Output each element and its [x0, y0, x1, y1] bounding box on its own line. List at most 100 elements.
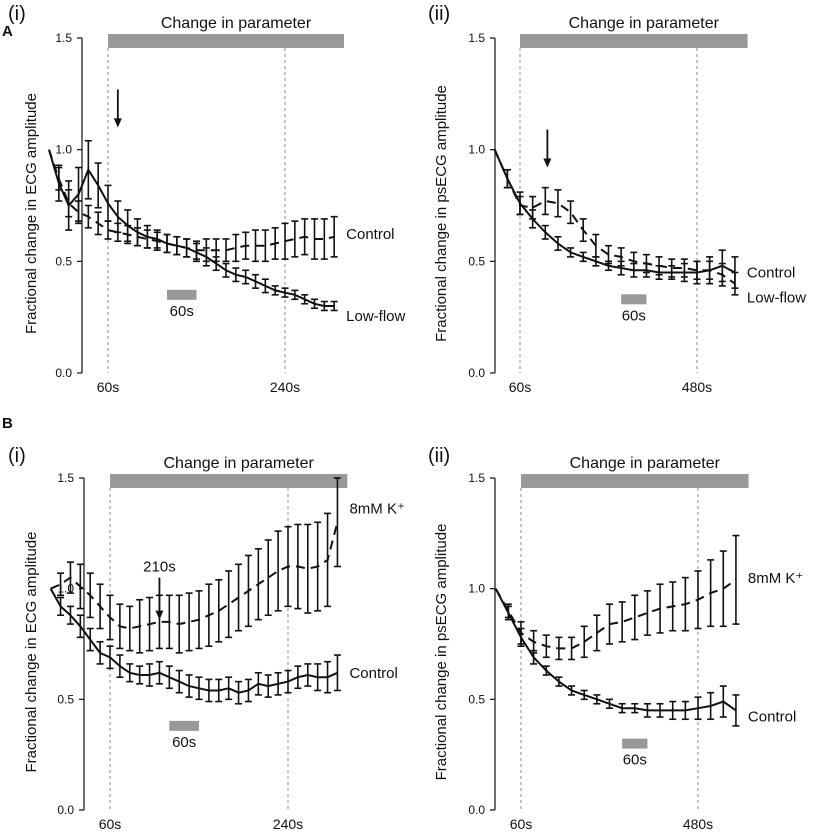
error-bar	[235, 680, 243, 705]
error-bar	[252, 229, 259, 263]
error-bar	[96, 640, 104, 665]
error-bar	[205, 678, 213, 703]
error-bar	[193, 242, 200, 263]
error-bar	[261, 278, 269, 294]
chart-title: Change in parameter	[569, 15, 720, 32]
error-bar	[143, 224, 151, 249]
error-bar	[669, 700, 677, 721]
error-bar	[261, 229, 269, 263]
y-tick-label: 1.5	[57, 471, 74, 485]
error-bar	[732, 534, 740, 625]
error-bar	[242, 231, 250, 260]
error-bar	[86, 627, 94, 652]
error-bar	[244, 554, 252, 628]
error-bar	[706, 260, 714, 281]
error-bar	[96, 583, 104, 630]
error-bar	[579, 251, 587, 263]
error-bar	[693, 260, 701, 281]
scale-bar-label: 60s	[623, 752, 647, 769]
error-bar	[593, 694, 601, 705]
error-bar	[136, 665, 144, 685]
error-bar	[155, 660, 163, 685]
chart-title: Change in parameter	[164, 455, 315, 472]
parameter-bar	[108, 34, 344, 48]
error-bar	[232, 233, 240, 263]
error-bar	[314, 521, 322, 612]
scale-bar-label: 60s	[170, 303, 194, 320]
error-bar	[541, 186, 549, 216]
error-bar	[126, 663, 134, 683]
series-line-1	[48, 149, 335, 307]
error-bar	[304, 663, 312, 687]
error-bar	[568, 685, 576, 696]
scale-bar	[621, 294, 647, 305]
error-bar	[643, 590, 651, 636]
y-tick-label: 0.5	[57, 692, 74, 706]
error-bar	[146, 663, 154, 687]
error-bar	[732, 694, 740, 727]
error-bar	[212, 256, 220, 272]
error-bar	[631, 702, 639, 714]
y-tick-label: 0.5	[468, 692, 485, 706]
arrow-head-icon	[113, 118, 122, 128]
y-axis-label: Fractional change in psECG amplitude	[433, 524, 450, 781]
error-bar	[642, 253, 650, 274]
error-bar	[333, 654, 341, 692]
error-bar	[163, 233, 171, 254]
scale-bar	[622, 738, 648, 749]
error-bar	[542, 634, 550, 659]
series-label: 8mM K⁺	[748, 570, 803, 587]
series-label: 8mM K⁺	[349, 500, 404, 517]
y-axis-label: Fractional change in ECG amplitude	[23, 532, 40, 773]
error-bar	[65, 180, 73, 231]
panel-a-i: (i) Change in parameter 0.0 0.5 1.0 1.5 Fracti…	[8, 3, 406, 395]
error-bar	[94, 211, 102, 236]
error-bar	[504, 603, 512, 619]
error-bar	[165, 594, 173, 650]
y-tick-label: 1.5	[468, 31, 485, 45]
error-bar	[195, 676, 203, 701]
error-bar	[281, 287, 289, 298]
error-bar	[606, 698, 613, 709]
error-bar	[215, 678, 223, 703]
error-bar	[503, 168, 511, 189]
error-bar	[66, 605, 74, 625]
error-bar	[254, 548, 262, 621]
error-bar	[542, 665, 550, 676]
error-bar	[719, 685, 727, 718]
error-bar	[281, 222, 289, 260]
series-label: Control	[349, 665, 397, 682]
y-tick-label: 0.0	[55, 366, 72, 380]
y-tick-label: 1.5	[55, 31, 72, 45]
series-label: Control	[747, 265, 795, 282]
scale-bar-label: 60s	[172, 734, 196, 751]
y-tick-label: 0.0	[57, 803, 74, 817]
panel-label: (ii)	[428, 3, 450, 25]
error-bar	[222, 262, 230, 278]
error-bar	[291, 289, 299, 301]
error-bar	[631, 594, 639, 641]
error-bar	[215, 579, 223, 643]
error-bar	[630, 251, 638, 272]
error-bar	[225, 676, 233, 701]
series-label: Low-flow	[346, 308, 405, 325]
error-bar	[284, 525, 292, 608]
error-bar	[694, 570, 702, 630]
error-bar	[555, 676, 563, 687]
error-bar	[84, 139, 92, 200]
error-bar	[516, 195, 524, 216]
y-tick-label: 1.0	[468, 582, 485, 596]
error-bar	[264, 539, 272, 617]
x-tick-label: 60s	[509, 379, 532, 395]
error-bar	[244, 678, 252, 703]
error-bar	[153, 229, 161, 249]
error-bar	[136, 598, 144, 654]
error-bar	[116, 654, 124, 679]
error-bar	[57, 572, 65, 597]
error-bar	[541, 224, 549, 240]
series-line-1	[50, 522, 339, 630]
section-label-b: B	[2, 415, 13, 432]
y-axis-label: Fractional change in psECG amplitude	[433, 85, 450, 342]
arrow-label: 210s	[143, 559, 176, 576]
scale-bar	[169, 720, 199, 731]
